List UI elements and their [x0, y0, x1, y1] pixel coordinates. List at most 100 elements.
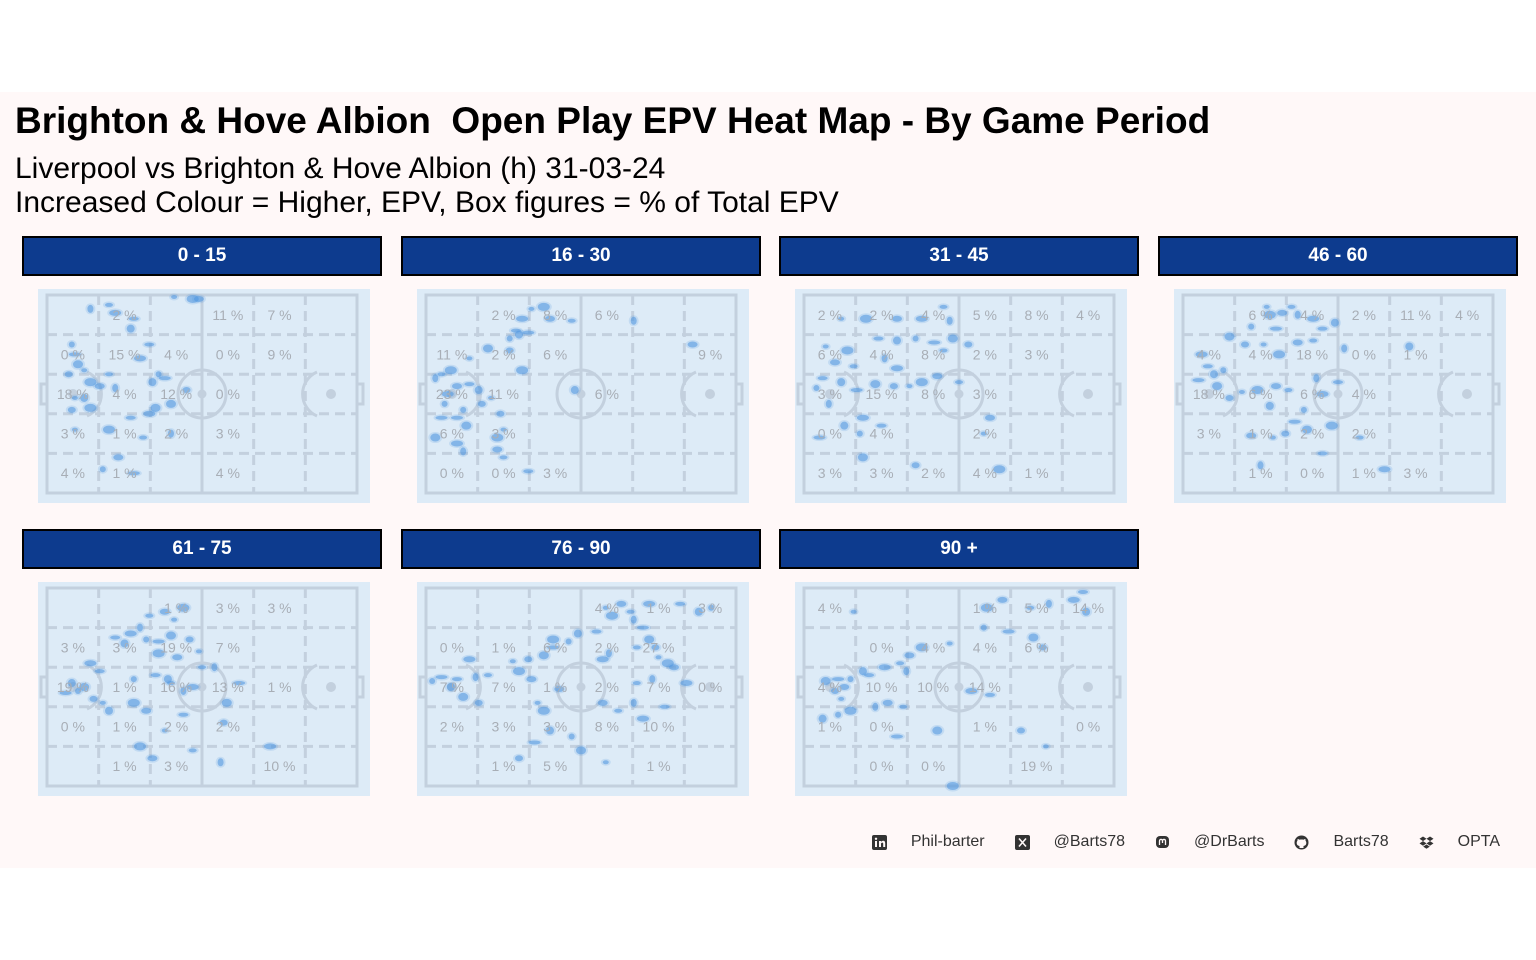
- heat-blob: [155, 371, 162, 378]
- heat-blob: [1212, 382, 1223, 391]
- heat-blob: [166, 631, 176, 640]
- zone-percent-label: 15 %: [866, 386, 898, 402]
- heat-blob: [964, 341, 973, 348]
- heat-blob: [858, 667, 867, 676]
- zone-percent-label: 19 %: [57, 679, 89, 695]
- pitch-markings: [418, 293, 744, 495]
- heat-blob: [825, 399, 832, 408]
- zone-percent-label: 4 %: [1076, 307, 1100, 323]
- pitch-markings: [39, 293, 365, 495]
- heat-blob: [464, 382, 475, 387]
- heat-blob: [632, 681, 641, 686]
- heat-blob: [161, 728, 168, 733]
- heat-blob: [483, 344, 493, 353]
- zone-percent-label: 0 %: [869, 758, 893, 774]
- zone-percent-label: 7 %: [267, 307, 291, 323]
- heat-blob: [955, 380, 963, 385]
- x-icon[interactable]: [1014, 834, 1030, 850]
- x-handle[interactable]: @Barts78: [1053, 833, 1126, 850]
- heat-blob: [1333, 380, 1343, 385]
- zone-percent-label: 3 %: [1403, 465, 1427, 481]
- heat-blob: [112, 384, 119, 393]
- zone-percent-label: 4 %: [921, 307, 945, 323]
- heat-blob: [71, 427, 78, 432]
- heat-blob: [1078, 589, 1088, 594]
- heat-blob: [444, 366, 457, 375]
- heat-blob: [193, 295, 204, 302]
- zone-percent-label: 1 %: [164, 600, 188, 616]
- heat-blob: [168, 429, 174, 438]
- heat-blob: [491, 433, 504, 442]
- heat-blob: [130, 676, 137, 683]
- zone-percent-label: 0 %: [216, 346, 240, 362]
- heat-blob: [844, 706, 857, 715]
- heat-blob: [477, 400, 486, 407]
- heat-blob: [1192, 378, 1205, 383]
- heat-blob: [915, 378, 928, 387]
- zone-labels: 4 % 1 % 3 % 0 % 1 % 6 % 2 % 27 % 7 % 7 % 1 % 2 % 7 %…: [440, 600, 722, 774]
- heat-blob: [817, 376, 828, 381]
- heat-blob: [87, 304, 94, 313]
- pitch-panel: 4 % 1 % 5 % 14 % 0 % 4 % 4 % 6 % 4 % 10 % 10 % 14 %…: [795, 582, 1127, 796]
- heat-blob: [180, 686, 187, 695]
- heat-blob: [889, 383, 898, 390]
- heat-blob: [1277, 309, 1288, 316]
- facet-strip-label: 31 - 45: [779, 236, 1139, 276]
- zone-percent-label: 4 %: [818, 679, 842, 695]
- heat-blob: [515, 755, 523, 762]
- heat-blob: [891, 734, 903, 739]
- heat-blob: [1269, 435, 1276, 440]
- heat-blob: [882, 699, 893, 706]
- heat-blob: [460, 406, 467, 413]
- dropbox-icon[interactable]: [1419, 835, 1434, 850]
- heat-blob: [659, 704, 670, 709]
- heat-blob: [832, 677, 845, 682]
- github-icon[interactable]: [1294, 835, 1309, 850]
- heat-blob: [534, 700, 541, 705]
- zone-percent-label: 7 %: [440, 679, 464, 695]
- heat-blob: [813, 435, 826, 440]
- facet-strip-label: 61 - 75: [22, 529, 382, 569]
- linkedin-icon[interactable]: [871, 834, 887, 850]
- heat-blob: [1378, 466, 1391, 473]
- heat-blob: [554, 685, 565, 692]
- heat-blob: [1225, 394, 1234, 401]
- zone-percent-label: 1 %: [267, 679, 291, 695]
- heat-blob: [928, 340, 941, 345]
- zone-percent-label: 8 %: [595, 719, 619, 735]
- heat-blob: [573, 629, 582, 638]
- heat-blob: [458, 692, 469, 701]
- heat-blob: [1281, 430, 1290, 437]
- heat-blob: [84, 660, 97, 667]
- heat-blob: [576, 746, 586, 755]
- heat-blob: [71, 395, 78, 400]
- linkedin-handle[interactable]: Phil-barter: [910, 833, 985, 850]
- heat-blob: [570, 386, 579, 395]
- heat-blob: [125, 415, 136, 420]
- heat-blob: [847, 676, 854, 683]
- heat-blob: [233, 681, 246, 686]
- facet-strip-label: 16 - 30: [401, 236, 761, 276]
- mastodon-handle[interactable]: @DrBarts: [1194, 833, 1265, 850]
- heat-blob: [80, 393, 89, 402]
- heat-blob: [509, 659, 516, 664]
- heat-blob: [980, 603, 993, 612]
- heat-blob: [946, 641, 953, 646]
- mastodon-icon[interactable]: [1155, 835, 1170, 850]
- zone-labels: 2 % 8 % 6 % 11 % 2 % 6 % 9 % 23 % 11 % 6 % 6 % 3 % 0…: [436, 307, 722, 481]
- zone-percent-label: 18 %: [1193, 386, 1225, 402]
- heat-layer: [427, 599, 717, 766]
- zone-percent-label: 0 %: [61, 719, 85, 735]
- heat-blob: [1038, 644, 1047, 651]
- zone-percent-label: 6 %: [1300, 386, 1324, 402]
- heat-blob: [849, 364, 858, 369]
- heat-blob: [985, 692, 995, 697]
- zone-percent-label: 4 %: [112, 386, 136, 402]
- zone-percent-label: 1 %: [112, 465, 136, 481]
- heat-blob: [1294, 310, 1301, 319]
- heat-blob: [980, 431, 987, 436]
- github-handle[interactable]: Barts78: [1333, 833, 1389, 850]
- zone-percent-label: 8 %: [921, 386, 945, 402]
- heat-blob: [141, 707, 152, 714]
- facet-strip-label: 0 - 15: [22, 236, 382, 276]
